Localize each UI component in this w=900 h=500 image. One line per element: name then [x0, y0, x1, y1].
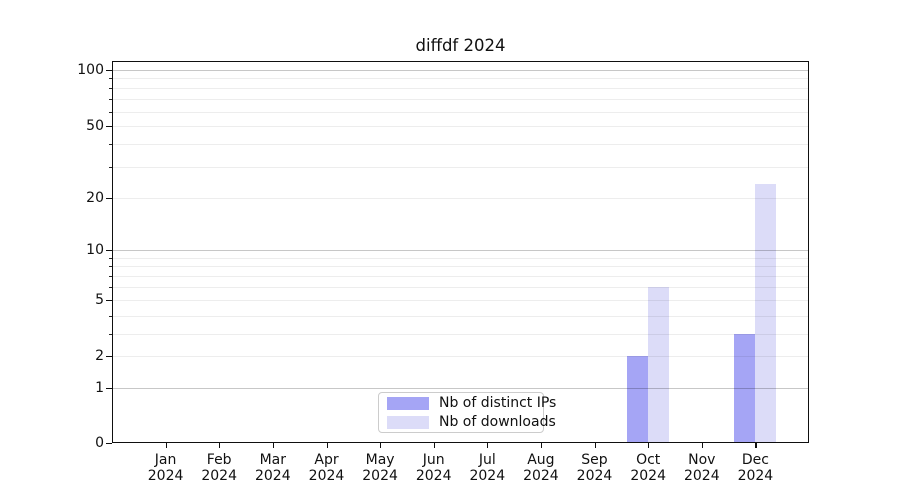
x-tick-label-mar: Mar 2024 [254, 452, 291, 484]
x-tick-mark [326, 443, 328, 448]
legend-swatch-downloads-icon [387, 415, 429, 429]
gridline-minor [113, 99, 808, 100]
x-tick-mark [755, 443, 757, 448]
gridline-minor [113, 334, 808, 335]
x-tick-label-may: May 2024 [362, 452, 398, 484]
gridline-minor [113, 257, 808, 259]
bar-downloads-oct-2024 [648, 286, 670, 443]
gridline-minor [113, 356, 808, 357]
gridline-minor [113, 111, 808, 113]
y-tick-label: 0 [95, 435, 104, 451]
legend: Nb of distinct IPs Nb of downloads [378, 392, 556, 433]
gridline-minor [113, 166, 808, 168]
x-tick-mark [272, 443, 274, 448]
y-minor-tick-mark [108, 78, 112, 80]
y-minor-tick-mark [108, 166, 112, 168]
x-tick-mark [165, 443, 167, 448]
y-minor-tick-mark [108, 286, 112, 288]
gridline-minor [113, 266, 808, 267]
x-tick-mark [701, 443, 703, 448]
gridline-minor [113, 125, 808, 127]
y-minor-tick-mark [108, 198, 112, 200]
gridline-major [113, 388, 808, 389]
gridline-minor [113, 88, 808, 89]
legend-label-distinct-ips: Nb of distinct IPs [439, 395, 557, 411]
x-tick-mark [380, 443, 382, 448]
gridline-minor [113, 286, 808, 288]
y-minor-tick-mark [108, 266, 112, 268]
x-tick-mark [594, 443, 596, 448]
bar-distinct-ips-dec-2024 [734, 334, 756, 443]
x-tick-mark [433, 443, 435, 448]
x-tick-mark [487, 443, 489, 448]
y-minor-tick-mark [108, 88, 112, 90]
bar-distinct-ips-oct-2024 [627, 356, 649, 443]
legend-item-distinct-ips: Nb of distinct IPs [387, 395, 556, 411]
gridline-minor [113, 78, 808, 80]
x-tick-label-jul: Jul 2024 [469, 452, 506, 484]
gridline-major [113, 70, 808, 71]
y-minor-tick-mark [108, 356, 112, 358]
y-minor-tick-mark [108, 334, 112, 336]
gridline-minor [113, 143, 808, 145]
x-tick-mark [219, 443, 221, 448]
y-tick-mark [106, 388, 112, 390]
y-minor-tick-mark [108, 300, 112, 302]
y-minor-tick-mark [108, 257, 112, 259]
gridline-minor [113, 316, 808, 317]
y-tick-label: 5 [95, 292, 104, 308]
x-tick-label-feb: Feb 2024 [201, 452, 237, 484]
bar-downloads-dec-2024 [755, 183, 777, 443]
y-minor-tick-mark [108, 125, 112, 127]
x-tick-mark [648, 443, 650, 448]
y-tick-label: 10 [86, 242, 104, 258]
plot-area-frame [112, 61, 809, 443]
y-minor-tick-mark [108, 99, 112, 101]
y-tick-mark [106, 70, 112, 72]
gridline-minor [113, 198, 808, 199]
y-minor-tick-mark [108, 143, 112, 145]
legend-swatch-distinct-ips-icon [387, 396, 429, 410]
y-tick-label: 1 [95, 380, 104, 396]
x-tick-label-sep: Sep 2024 [576, 452, 613, 484]
y-tick-label: 100 [77, 62, 104, 78]
y-minor-tick-mark [108, 111, 112, 113]
x-tick-label-jan: Jan 2024 [147, 452, 184, 484]
gridline-major [113, 250, 808, 251]
x-tick-label-apr: Apr 2024 [308, 452, 345, 484]
legend-label-downloads: Nb of downloads [439, 414, 556, 430]
legend-item-downloads: Nb of downloads [387, 414, 556, 430]
y-tick-mark [106, 250, 112, 252]
gridline-minor [113, 300, 808, 301]
y-tick-label: 20 [86, 190, 104, 206]
x-tick-label-aug: Aug 2024 [523, 452, 559, 484]
y-tick-label: 50 [86, 117, 104, 134]
x-tick-label-nov: Nov 2024 [683, 452, 720, 484]
chart-title: diffdf 2024 [415, 36, 506, 55]
x-tick-mark [540, 443, 543, 448]
gridline-minor [113, 275, 808, 277]
y-tick-label: 2 [95, 348, 104, 364]
x-tick-label-oct: Oct 2024 [630, 452, 666, 484]
y-tick-mark [106, 443, 112, 445]
y-minor-tick-mark [108, 316, 112, 318]
x-tick-label-dec: Dec 2024 [737, 452, 774, 484]
x-tick-label-jun: Jun 2024 [415, 452, 452, 484]
y-minor-tick-mark [108, 275, 112, 277]
